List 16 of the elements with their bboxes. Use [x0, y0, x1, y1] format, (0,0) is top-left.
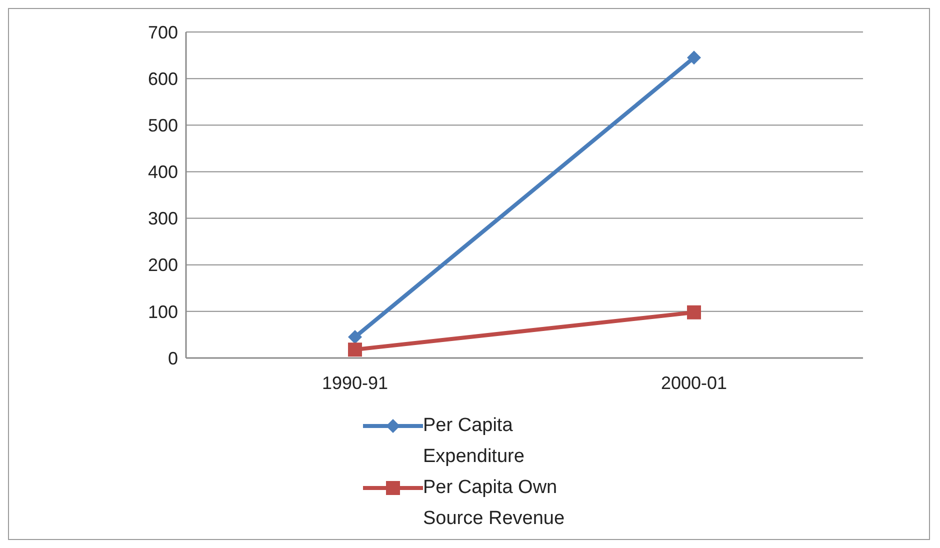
legend-label: Per Capita Expenditure: [423, 414, 526, 469]
y-tick-label: 0: [168, 348, 178, 368]
y-tick-label: 300: [148, 208, 178, 229]
point: [348, 330, 362, 344]
legend-label: Per Capita Own Source Revenue: [423, 476, 566, 531]
point: [687, 305, 701, 320]
y-tick-label: 400: [148, 162, 178, 182]
x-tick-label: 1990-91: [322, 372, 388, 393]
y-tick-label: 700: [148, 22, 178, 42]
y-tick-label: 600: [148, 68, 178, 89]
point: [348, 342, 362, 357]
point: [687, 50, 701, 65]
y-tick-label: 100: [148, 302, 178, 322]
x-tick-label: 2000-01: [660, 372, 728, 393]
y-tick-label: 500: [148, 116, 178, 136]
y-tick-label: 200: [148, 255, 178, 276]
